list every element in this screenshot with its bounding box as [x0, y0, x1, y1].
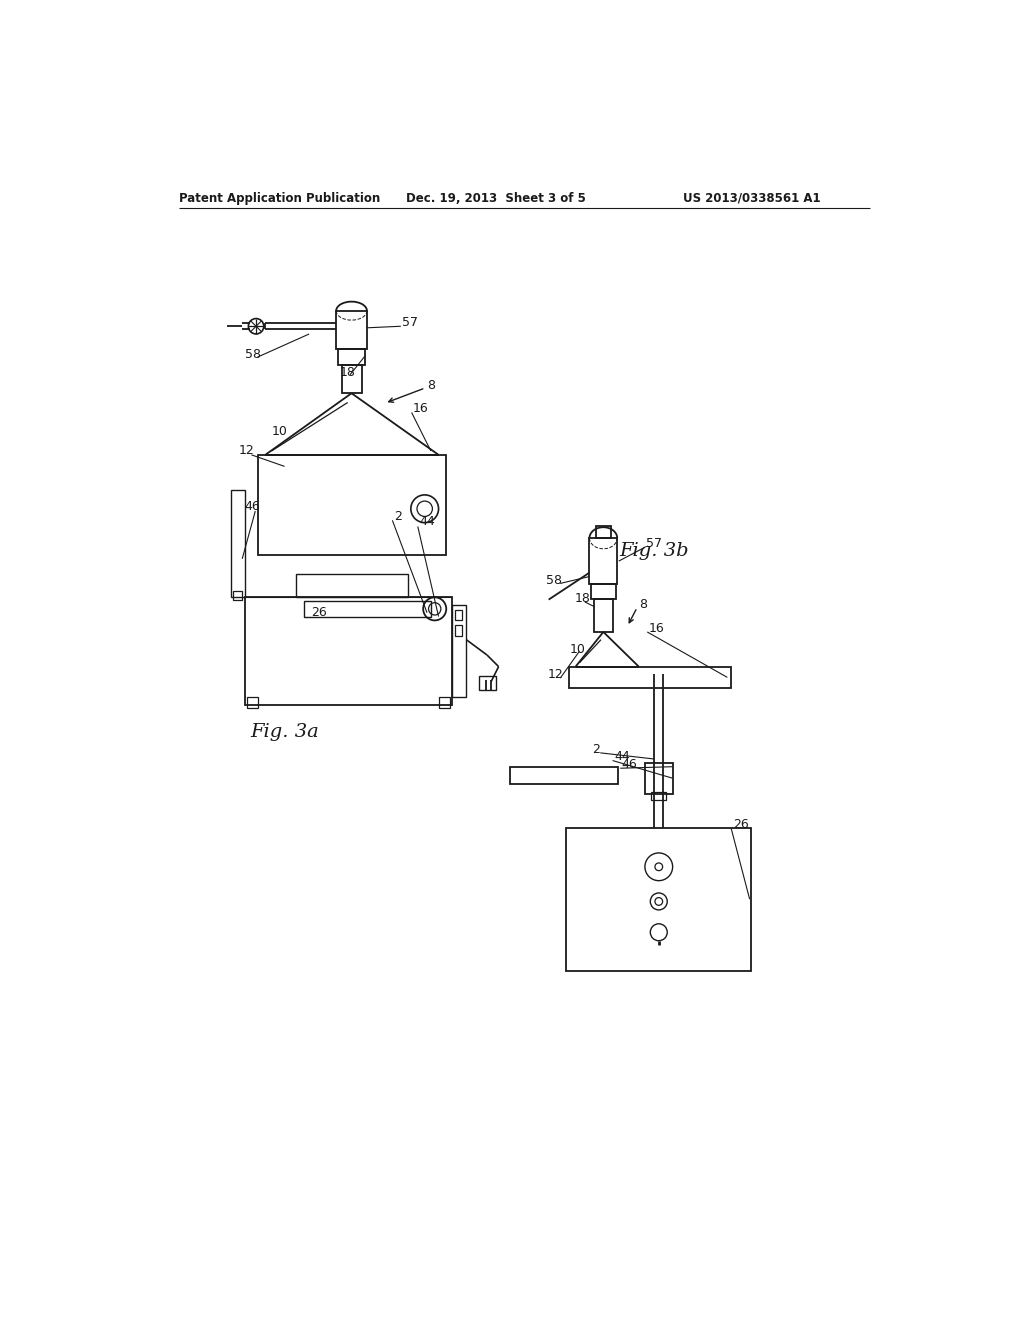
Text: 57: 57 — [402, 315, 419, 329]
Text: 18: 18 — [574, 593, 591, 606]
Bar — [245, 598, 453, 705]
Text: 2: 2 — [592, 743, 600, 756]
Bar — [596, 525, 611, 539]
Bar — [336, 312, 367, 350]
Text: 10: 10 — [271, 425, 288, 438]
Text: 8: 8 — [427, 379, 435, 392]
Text: 46: 46 — [245, 500, 260, 513]
Text: Dec. 19, 2013  Sheet 3 of 5: Dec. 19, 2013 Sheet 3 of 5 — [407, 191, 586, 205]
Text: Patent Application Publication: Patent Application Publication — [179, 191, 380, 205]
Bar — [479, 676, 497, 689]
Bar — [590, 539, 617, 585]
Bar — [566, 829, 752, 970]
Bar — [258, 455, 446, 554]
Bar — [453, 605, 466, 697]
Bar — [594, 599, 612, 632]
Text: 58: 58 — [547, 574, 562, 587]
Text: 12: 12 — [548, 668, 563, 681]
Text: US 2013/0338561 A1: US 2013/0338561 A1 — [683, 191, 821, 205]
Text: Fig. 3a: Fig. 3a — [250, 723, 318, 741]
Text: 26: 26 — [311, 606, 328, 619]
Text: 58: 58 — [246, 348, 261, 362]
Bar — [651, 792, 667, 800]
Text: Fig. 3b: Fig. 3b — [620, 543, 689, 560]
Bar — [645, 763, 673, 793]
Text: 2: 2 — [394, 510, 401, 523]
Bar — [338, 350, 366, 364]
Bar — [455, 626, 463, 636]
Bar — [439, 697, 451, 708]
Bar — [455, 610, 463, 620]
Text: 26: 26 — [733, 818, 749, 832]
Bar — [233, 591, 243, 601]
Bar — [591, 585, 615, 599]
Text: 44: 44 — [419, 515, 435, 528]
Text: 44: 44 — [614, 750, 630, 763]
Bar — [304, 601, 431, 616]
Bar — [247, 697, 258, 708]
Text: 8: 8 — [639, 598, 647, 611]
Bar — [230, 490, 245, 598]
Text: 16: 16 — [649, 622, 665, 635]
Bar — [342, 364, 361, 393]
Bar — [569, 667, 731, 688]
Text: 18: 18 — [340, 366, 356, 379]
Bar — [296, 574, 408, 598]
Text: 46: 46 — [622, 758, 638, 771]
Text: 57: 57 — [646, 537, 663, 550]
Text: 10: 10 — [569, 643, 586, 656]
Text: 16: 16 — [413, 403, 429, 416]
Bar — [510, 767, 617, 784]
Text: 12: 12 — [239, 445, 254, 458]
